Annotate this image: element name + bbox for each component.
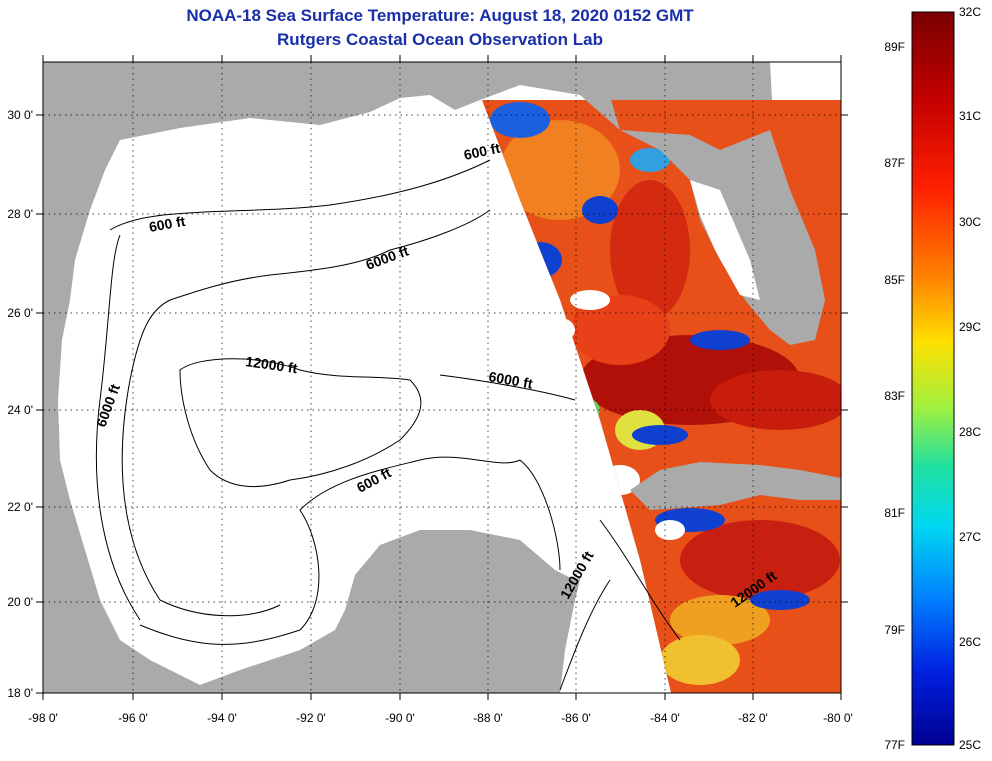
contour-6000ft [121,209,576,617]
map-title: NOAA-18 Sea Surface Temperature: August … [186,6,694,25]
graticule [43,62,841,693]
lat-label: 22 0' [7,500,33,514]
lat-label: 24 0' [7,403,33,417]
lat-label: 20 0' [7,595,33,609]
colorbar: 89F 87F 85F 83F 81F 79F 77F 32C 31C 30C … [884,5,981,752]
f-label: 81F [884,506,905,520]
f-label: 89F [884,40,905,54]
f-label: 83F [884,389,905,403]
c-label: 31C [959,109,981,123]
lon-label: -90 0' [385,711,415,725]
lat-label: 30 0' [7,108,33,122]
frame-ticks [36,55,848,700]
c-label: 29C [959,320,981,334]
lat-label: 28 0' [7,207,33,221]
map-frame [42,61,842,694]
map-panel [43,62,841,693]
contour-12000ft [179,358,422,488]
f-label: 85F [884,273,905,287]
c-label: 28C [959,425,981,439]
lon-label: -88 0' [473,711,503,725]
c-label: 30C [959,215,981,229]
lon-label: -84 0' [650,711,680,725]
lon-label: -86 0' [561,711,591,725]
colorbar-f-labels: 89F 87F 85F 83F 81F 79F 77F [884,40,905,752]
contour-600ft [95,159,561,645]
contour-label: 600 ft [148,213,187,235]
contour-caribbean [559,519,681,691]
f-label: 77F [884,738,905,752]
lon-label: -96 0' [118,711,148,725]
colorbar-gradient [911,11,955,746]
yucatan-land [350,535,575,693]
colorbar-c-labels: 32C 31C 30C 29C 28C 27C 26C 25C [959,5,981,752]
bathymetry-contours [95,159,681,691]
lat-label: 26 0' [7,306,33,320]
longitude-labels: -98 0' -96 0' -94 0' -92 0' -90 0' -88 0… [28,711,853,725]
lon-label: -92 0' [296,711,326,725]
f-label: 87F [884,156,905,170]
lat-label: 18 0' [7,686,33,700]
lon-label: -80 0' [823,711,853,725]
contour-label: 6000 ft [487,368,534,392]
c-label: 32C [959,5,981,19]
map-subtitle: Rutgers Coastal Ocean Observation Lab [277,30,603,49]
lon-label: -94 0' [207,711,237,725]
latitude-labels: 30 0' 28 0' 26 0' 24 0' 22 0' 20 0' 18 0… [7,108,33,700]
c-label: 25C [959,738,981,752]
f-label: 79F [884,623,905,637]
lon-label: -82 0' [738,711,768,725]
lon-label: -98 0' [28,711,58,725]
c-label: 26C [959,635,981,649]
c-label: 27C [959,530,981,544]
contour-label: 600 ft [462,140,501,163]
contour-label: 12000 ft [245,353,299,376]
